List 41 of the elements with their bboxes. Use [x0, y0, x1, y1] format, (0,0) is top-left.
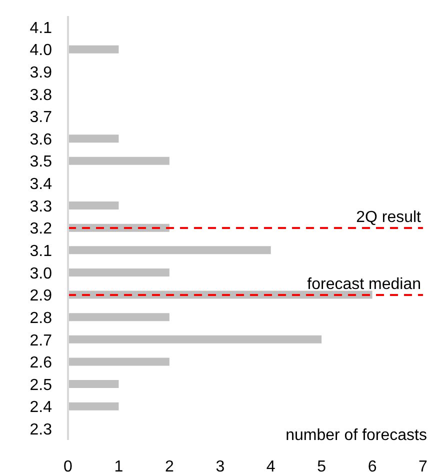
- y-tick-label: 2.8: [30, 310, 52, 327]
- bar: [68, 268, 170, 276]
- y-tick-label: 2.6: [30, 354, 52, 372]
- bar: [68, 358, 170, 366]
- y-tick-label: 3.4: [30, 176, 52, 194]
- y-tick-label: 3.2: [30, 220, 52, 238]
- y-tick-label: 3.9: [30, 64, 52, 82]
- bar: [68, 134, 119, 143]
- y-tick-label: 3.3: [30, 198, 52, 216]
- bar: [68, 380, 119, 388]
- y-tick-label: 3.8: [30, 86, 52, 104]
- ref-line-label: forecast median: [307, 276, 421, 293]
- y-tick-label: 2.9: [30, 288, 52, 305]
- x-tick-label: 5: [317, 458, 326, 473]
- bar: [68, 335, 322, 344]
- x-tick-label: 3: [216, 458, 225, 473]
- bar: [68, 156, 170, 165]
- y-tick-label: 4.0: [30, 42, 52, 60]
- y-tick-label: 2.7: [30, 332, 52, 350]
- bar: [68, 45, 119, 54]
- bar: [68, 402, 119, 410]
- bar: [68, 313, 170, 322]
- y-tick-label: 3.6: [30, 131, 52, 148]
- x-axis-title: number of forecasts: [286, 427, 427, 445]
- y-tick-label: 3.1: [30, 242, 52, 260]
- y-tick-label: 2.4: [30, 399, 52, 416]
- y-tick-label: 3.7: [30, 109, 52, 126]
- x-tick-label: 7: [418, 458, 428, 473]
- y-tick-label: 3.5: [30, 154, 52, 171]
- x-tick-label: 6: [368, 458, 377, 473]
- bar: [68, 246, 271, 254]
- ref-line-label: 2Q result: [356, 209, 422, 226]
- y-tick-label: 2.5: [30, 376, 52, 394]
- y-tick-label: 3.0: [30, 265, 52, 282]
- y-tick-label: 2.3: [30, 422, 52, 439]
- x-tick-label: 4: [266, 458, 276, 473]
- x-tick-label: 2: [164, 458, 174, 473]
- bar: [68, 202, 119, 210]
- y-tick-label: 4.1: [30, 20, 52, 37]
- x-tick-label: 1: [114, 458, 124, 473]
- x-tick-label: 0: [64, 458, 73, 473]
